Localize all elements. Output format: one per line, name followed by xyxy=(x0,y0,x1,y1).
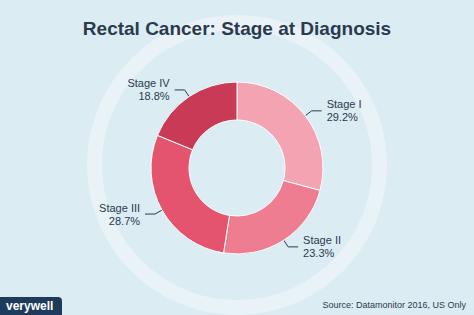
svg-text:Source: Datamonitor 2016, US O: Source: Datamonitor 2016, US Only xyxy=(322,300,466,310)
svg-text:18.8%: 18.8% xyxy=(138,90,169,102)
svg-text:28.7%: 28.7% xyxy=(109,215,140,227)
svg-text:verywell: verywell xyxy=(6,299,53,313)
svg-text:Stage III: Stage III xyxy=(99,202,140,214)
svg-text:29.2%: 29.2% xyxy=(327,111,358,123)
svg-text:Stage II: Stage II xyxy=(303,234,341,246)
svg-text:Stage IV: Stage IV xyxy=(127,77,170,89)
svg-text:23.3%: 23.3% xyxy=(303,247,334,259)
svg-text:Stage I: Stage I xyxy=(327,98,362,110)
svg-text:Rectal Cancer: Stage at Diagno: Rectal Cancer: Stage at Diagnosis xyxy=(83,18,391,39)
